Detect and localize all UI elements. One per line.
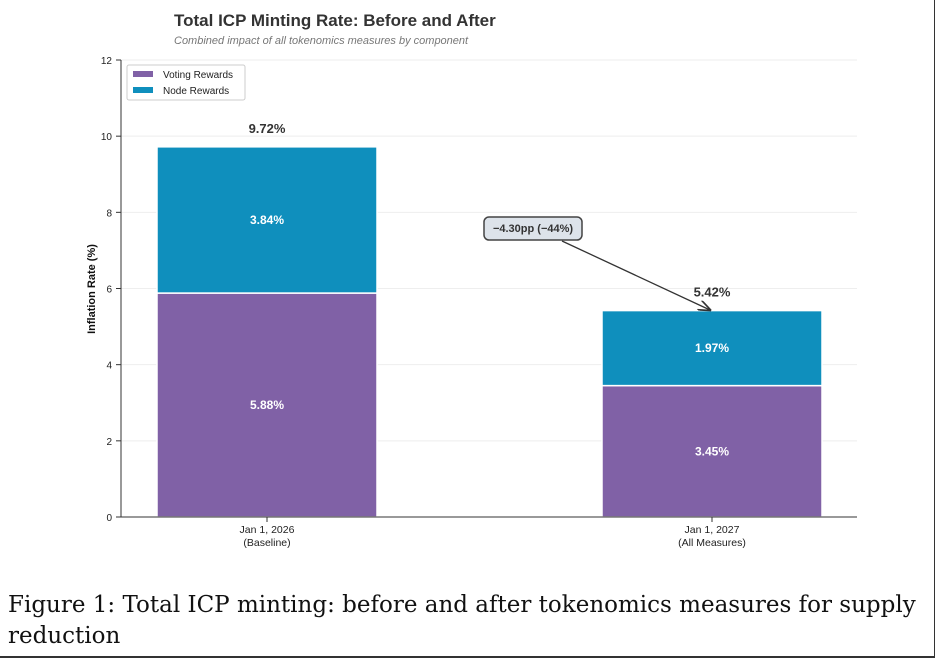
y-tick-label: 6 [106,285,112,296]
legend-swatch-voting [133,71,153,77]
figure-caption: Figure 1: Total ICP minting: before and … [8,592,916,649]
y-tick-label: 2 [106,437,112,448]
bar-value-label: 5.88% [250,398,284,412]
annotation: −4.30pp (−44%) [483,216,710,310]
bar-value-label: 3.84% [250,213,284,227]
y-tick-label: 0 [106,513,112,524]
legend-label-node: Node Rewards [163,86,229,97]
legend: Voting Rewards Node Rewards [126,64,246,101]
bar-value-label: 3.45% [695,444,729,458]
chart-title: Total ICP Minting Rate: Before and After [174,11,496,30]
axes: 0 2 4 6 8 10 12 Jan 1, 2026(Baseline) Jan 1, 202… [101,56,857,549]
bar-total-label: 9.72% [249,121,286,136]
annotation-text: −4.30pp (−44%) [493,223,573,235]
y-tick-label: 10 [101,132,113,143]
bar-total-label: 5.42% [694,285,731,300]
annotation-box [483,216,583,241]
annotation-arrow [561,240,710,310]
legend-label-voting: Voting Rewards [163,70,233,81]
x-tick-label-sub: (Baseline) [243,537,290,549]
legend-swatch-node [133,87,153,93]
x-tick-label: Jan 1, 2026 [240,524,295,536]
y-axis-label: Inflation Rate (%) [86,244,98,334]
bar-value-label: 1.97% [695,341,729,355]
chart-subtitle: Combined impact of all tokenomics measur… [174,35,469,47]
bar-segment-node-rewards [156,146,378,294]
y-tick-label: 8 [106,208,112,219]
bars: 5.88% 3.84% 9.72% 3.45% 1.97% 5.42% [156,121,823,518]
y-tick-label: 12 [101,56,113,67]
y-tick-label: 4 [106,361,112,372]
x-tick-label: Jan 1, 2027 [685,524,740,536]
x-tick-label-sub: (All Measures) [678,537,746,549]
bar-segment-voting-rewards [601,384,823,518]
chart: Total ICP Minting Rate: Before and After… [86,11,857,549]
